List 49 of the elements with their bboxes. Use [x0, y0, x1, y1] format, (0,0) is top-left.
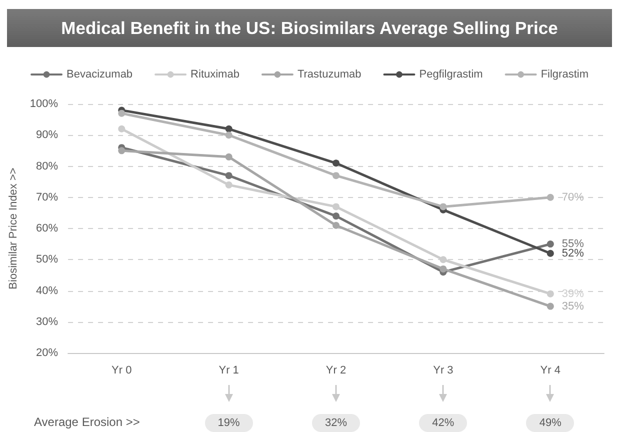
point — [332, 203, 340, 210]
point — [332, 212, 340, 220]
point — [118, 147, 126, 154]
y-axis-title: Biosimilar Price Index >> — [8, 168, 20, 290]
y-tick-label: 60% — [36, 222, 58, 234]
text: 19% — [204, 414, 253, 432]
x-tick-label: Yr 3 — [433, 364, 454, 376]
point — [225, 153, 232, 160]
point — [332, 172, 340, 180]
point — [118, 125, 126, 132]
point — [225, 132, 232, 139]
y-tick-label: 70% — [36, 191, 58, 204]
y-tick-label: 50% — [36, 254, 58, 266]
x-tick-label: Yr 4 — [540, 364, 560, 376]
point — [546, 290, 554, 298]
point — [546, 240, 554, 248]
text: 49% — [526, 414, 574, 432]
point — [225, 125, 232, 132]
point — [225, 172, 232, 180]
y-tick-label: 100% — [30, 98, 58, 110]
point — [440, 256, 447, 264]
data-label: 35% — [562, 300, 584, 312]
chart-title: Medical Benefit in the US: Biosimilars Average Selling Price — [61, 18, 558, 38]
data-label: 70% — [562, 191, 584, 204]
y-tick-label: 90% — [36, 129, 58, 142]
point — [546, 194, 554, 201]
point — [225, 181, 232, 188]
point — [332, 222, 340, 229]
y-tick-label: 30% — [36, 316, 58, 328]
point — [118, 110, 126, 117]
x-tick-label: Yr 0 — [112, 364, 132, 376]
legend-label: Trastuzumab — [297, 68, 362, 80]
x-tick-label: Yr 1 — [218, 364, 239, 376]
point — [440, 203, 447, 210]
y-tick-label: 40% — [36, 284, 58, 297]
legend-label: Filgrastim — [540, 68, 588, 80]
legend-label: Rituximab — [190, 68, 240, 80]
text: Average Erosion >> — [34, 415, 140, 429]
text: 42% — [419, 414, 468, 432]
text: 32% — [312, 414, 360, 432]
point — [546, 250, 554, 257]
y-tick-label: 20% — [36, 347, 58, 359]
point — [332, 160, 340, 167]
point — [546, 302, 554, 310]
legend-label: Bevacizumab — [66, 68, 133, 80]
x-tick-label: Yr 2 — [326, 364, 346, 376]
legend-label: Pegfilgrastim — [419, 68, 483, 80]
point — [440, 265, 447, 272]
y-tick-label: 80% — [36, 160, 58, 172]
